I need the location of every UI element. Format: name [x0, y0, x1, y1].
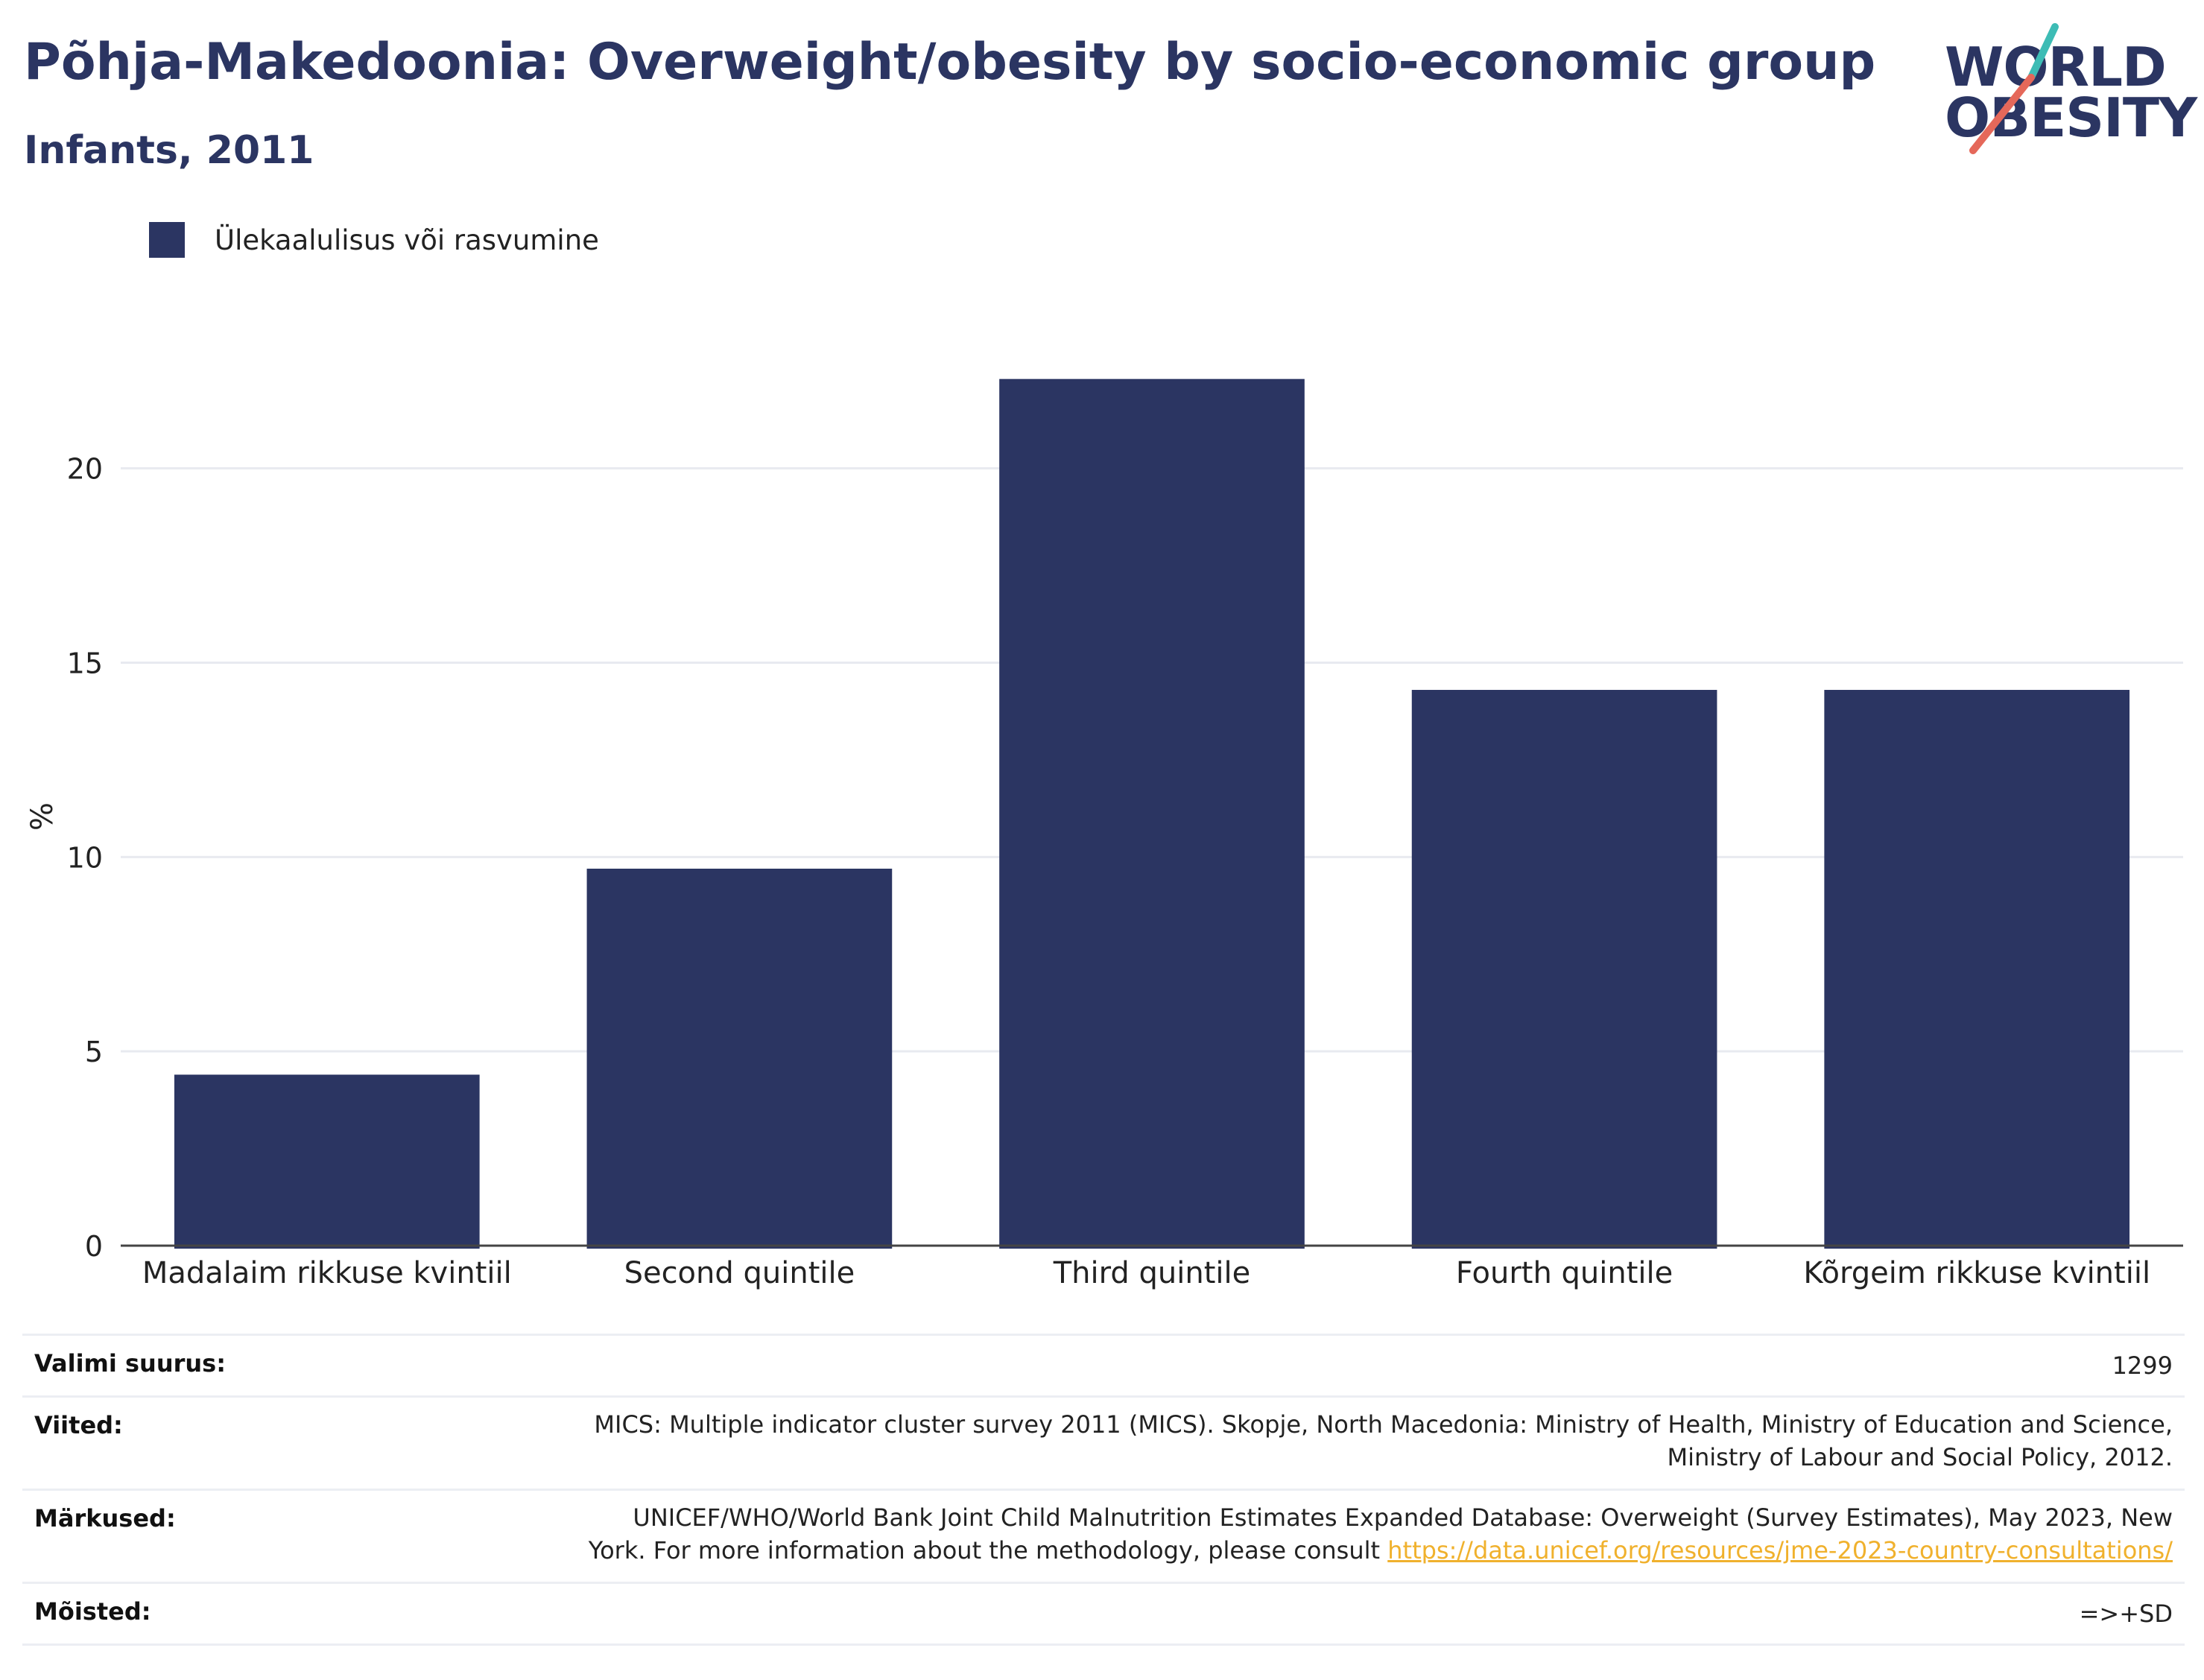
chart-legend[interactable]: Ülekaalulisus või rasvumine — [149, 221, 599, 259]
references-value: MICS: Multiple indicator cluster survey … — [594, 1408, 2173, 1474]
notes-label: Märkused: — [34, 1504, 176, 1532]
legend-swatch — [149, 222, 185, 258]
bar — [174, 1074, 480, 1249]
x-tick-label: Madalaim rikkuse kvintiil — [142, 1256, 512, 1290]
bar — [1411, 690, 1717, 1249]
notes-line-2: York. For more information about the met… — [589, 1534, 2173, 1567]
y-tick-label: 10 — [67, 841, 103, 874]
y-tick-label: 15 — [67, 647, 103, 680]
chart-subtitle: Infants, 2011 — [24, 128, 314, 173]
info-row-notes: Märkused: UNICEF/WHO/World Bank Joint Ch… — [22, 1491, 2185, 1584]
bar — [999, 378, 1305, 1249]
info-row-references: Viited: MICS: Multiple indicator cluster… — [22, 1398, 2185, 1491]
definitions-label: Mõisted: — [34, 1597, 151, 1626]
bar — [1824, 690, 2130, 1249]
notes-line-1: UNICEF/WHO/World Bank Joint Child Malnut… — [633, 1503, 2173, 1532]
references-line-2: Ministry of Labour and Social Policy, 20… — [1667, 1443, 2173, 1471]
logo-slash-icon — [1969, 23, 2059, 154]
world-obesity-logo[interactable]: WORLD OBESITY — [1945, 22, 2197, 156]
y-tick-label: 0 — [85, 1230, 103, 1263]
references-line-1: MICS: Multiple indicator cluster survey … — [594, 1410, 2173, 1439]
logo-line-1: WORLD — [1945, 36, 2167, 98]
x-tick-label: Third quintile — [1053, 1256, 1250, 1290]
legend-label: Ülekaalulisus või rasvumine — [215, 224, 599, 256]
references-label: Viited: — [34, 1411, 123, 1439]
x-tick-label: Fourth quintile — [1456, 1256, 1673, 1290]
sample-size-value: 1299 — [2112, 1351, 2173, 1380]
y-tick-label: 20 — [67, 453, 103, 486]
chart-title: Põhja-Makedoonia: Overweight/obesity by … — [24, 33, 1876, 92]
methodology-link[interactable]: https://data.unicef.org/resources/jme-20… — [1387, 1536, 2173, 1565]
notes-value: UNICEF/WHO/World Bank Joint Child Malnut… — [589, 1501, 2173, 1567]
x-tick-label: Kõrgeim rikkuse kvintiil — [1803, 1256, 2150, 1290]
notes-line-2-text: York. For more information about the met… — [588, 1536, 1381, 1565]
info-table: Valimi suurus: 1299 Viited: MICS: Multip… — [22, 1334, 2185, 1646]
bar-chart: 0 5 10 15 20% Madalaim rikkuse kvintiil Second… — [25, 378, 2183, 1290]
sample-size-label: Valimi suurus: — [34, 1349, 227, 1378]
definitions-value: =>+SD — [2079, 1600, 2173, 1628]
x-tick-label: Second quintile — [624, 1256, 855, 1290]
info-row-sample-size: Valimi suurus: 1299 — [22, 1336, 2185, 1398]
y-tick-label: 5 — [85, 1036, 103, 1068]
info-row-definitions: Mõisted: =>+SD — [22, 1584, 2185, 1646]
bar — [586, 868, 893, 1249]
y-axis-label: % — [25, 802, 60, 831]
